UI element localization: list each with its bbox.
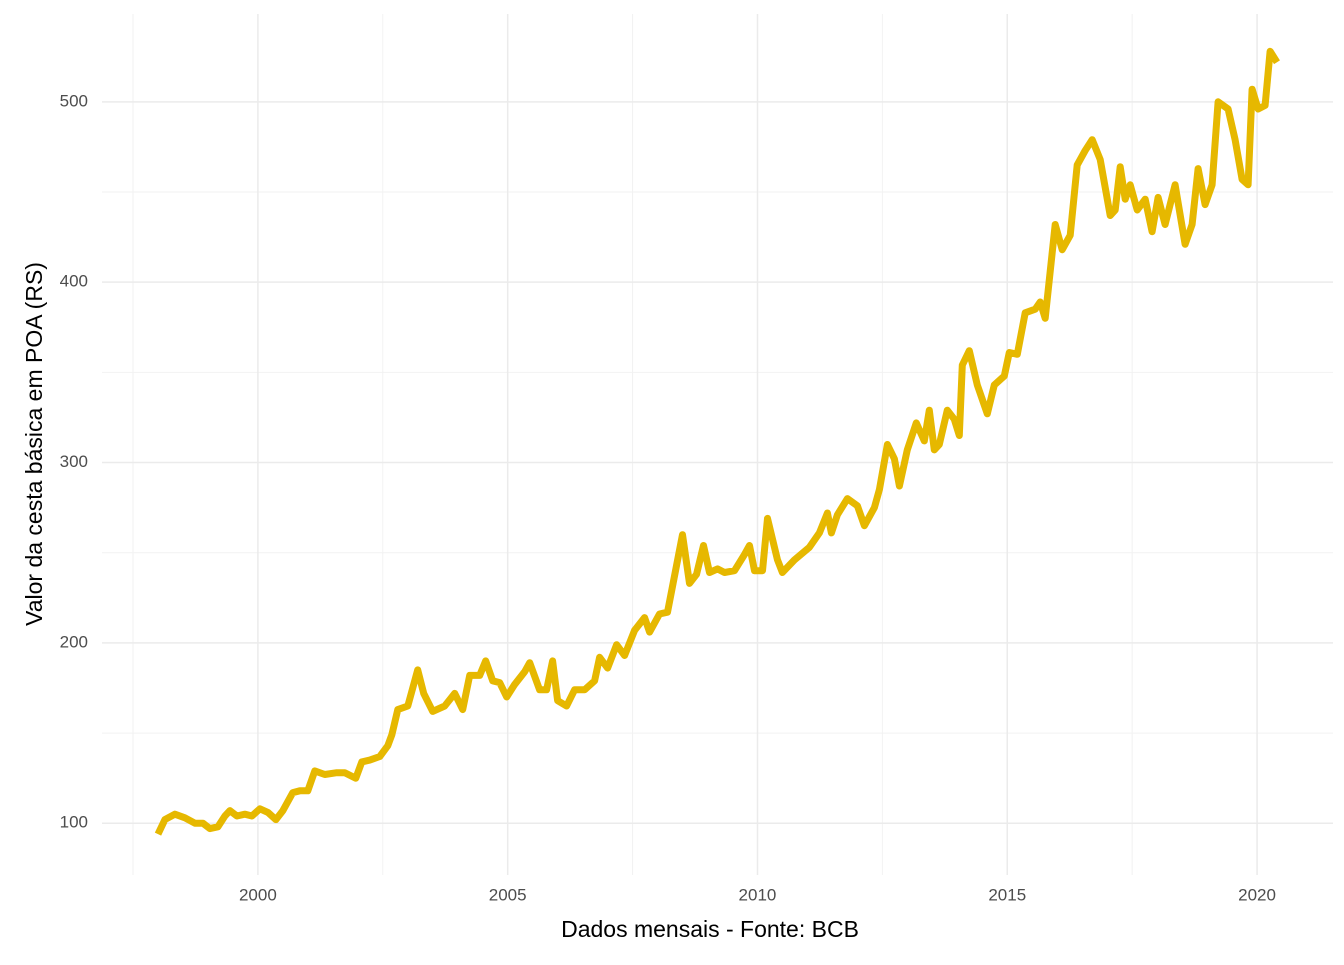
y-tick-label: 100 <box>60 813 88 832</box>
x-tick-label: 2015 <box>988 885 1026 904</box>
x-axis-title: Dados mensais - Fonte: BCB <box>561 916 859 942</box>
x-tick-label: 2005 <box>489 885 527 904</box>
x-tick-label: 2010 <box>739 885 777 904</box>
data-line <box>154 47 1280 836</box>
x-tick-label: 2020 <box>1238 885 1276 904</box>
y-axis-title: Valor da cesta básica em POA (RS) <box>21 262 47 626</box>
y-tick-label: 500 <box>60 91 88 110</box>
y-tick-label: 200 <box>60 632 88 651</box>
y-tick-label: 400 <box>60 272 88 291</box>
y-tick-label: 300 <box>60 452 88 471</box>
x-tick-label: 2000 <box>239 885 277 904</box>
